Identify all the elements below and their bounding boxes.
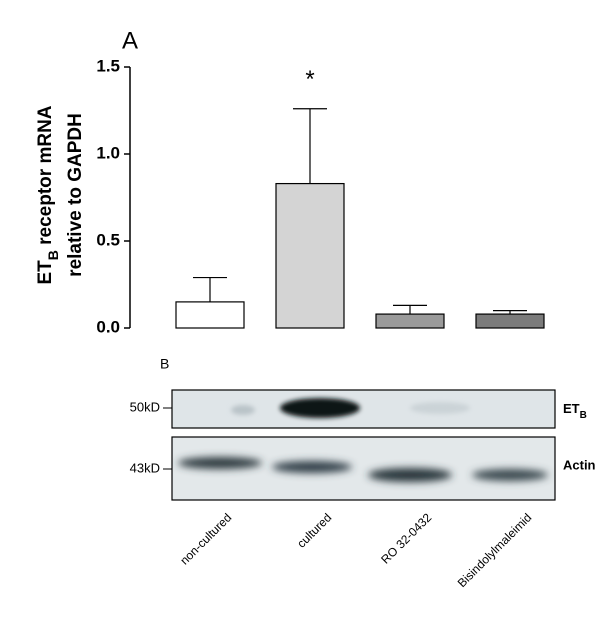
y-axis-label: relative to GAPDH [65, 113, 86, 277]
lane-label: non-cultured [177, 510, 234, 567]
blot-row [171, 389, 556, 429]
blot-bands [178, 457, 548, 482]
y-tick-label: 0.0 [96, 317, 120, 336]
bar [475, 313, 545, 329]
lane-label: cultured [294, 510, 334, 550]
panel-label: A [122, 27, 138, 54]
panel-label: B [160, 356, 169, 372]
significance-mark: * [305, 66, 314, 93]
lane-label: Bisindolylmaleimid [455, 510, 535, 590]
marker-label: 50kD [130, 399, 160, 414]
marker-label: 43kD [130, 460, 160, 475]
y-tick-label: 1.5 [96, 56, 120, 75]
row-label: ETB [563, 401, 587, 421]
bar [375, 313, 445, 329]
y-label-part: ET [35, 260, 56, 285]
y-label-sub: B [45, 250, 61, 260]
row-label-sub: B [580, 410, 587, 421]
y-label-part: receptor mRNA [35, 105, 56, 250]
bar [275, 182, 345, 329]
bar [175, 301, 245, 329]
y-tick-label: 1.0 [96, 143, 120, 162]
row-label: Actin [563, 457, 596, 472]
blot-bands [231, 398, 470, 418]
y-axis-label: ETB receptor mRNA [35, 105, 61, 284]
y-tick-label: 0.5 [96, 230, 120, 249]
row-label-part: ET [563, 401, 580, 416]
lane-label: RO 32-0432 [378, 510, 434, 566]
